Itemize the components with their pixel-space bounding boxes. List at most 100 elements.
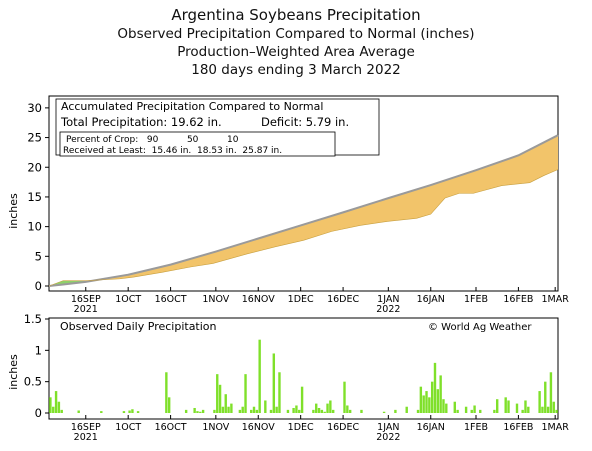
top-y-tick-label: 30 (27, 101, 42, 115)
top-year-label: 2022 (376, 304, 400, 315)
precip-bar (546, 406, 550, 413)
top-x-tick-label: 16OCT (155, 294, 187, 305)
credit-label: © World Ag Weather (428, 322, 532, 333)
precip-bar (238, 409, 242, 413)
precip-bar (128, 410, 131, 413)
precip-bar (552, 401, 555, 413)
bottom-x-tick-label: 1DEC (288, 422, 314, 433)
precip-bar (269, 409, 273, 413)
precip-bar (348, 409, 352, 413)
precip-bar (213, 409, 216, 413)
precip-bar (515, 403, 519, 413)
precip-bar (52, 406, 55, 413)
precip-bar (272, 353, 276, 413)
top-x-tick-label: 1OCT (115, 294, 141, 305)
top-x-tick-label: 16DEC (327, 294, 359, 305)
precip-bar (405, 406, 408, 413)
precip-bar (224, 394, 227, 413)
precip-bar (456, 409, 459, 413)
precip-bar (329, 400, 332, 413)
precip-bar (60, 409, 63, 413)
precip-bar (100, 411, 103, 413)
precip-bar (312, 409, 315, 413)
precip-bar (343, 381, 346, 413)
precip-bar (298, 409, 301, 413)
precip-bar (227, 406, 230, 413)
bottom-x-tick-label: 1MAR (542, 422, 570, 433)
bottom-year-label: 2021 (74, 432, 98, 443)
precip-bar (218, 384, 222, 413)
precip-bar (346, 405, 349, 413)
precip-bar (331, 409, 335, 413)
total-precipitation-label: Total Precipitation: 19.62 in. (60, 115, 222, 129)
precip-bar (199, 411, 202, 413)
precip-bar (527, 406, 530, 413)
precip-bar (442, 399, 445, 413)
precip-bar (524, 400, 527, 413)
top-x-tick-label: 1JAN (377, 294, 399, 305)
bottom-y-tick-label: 0.5 (24, 375, 42, 389)
top-plot-frame (48, 95, 559, 292)
deficit-label: Deficit: 5.79 in. (261, 115, 349, 129)
precip-bar (416, 409, 420, 413)
bottom-bars-layer (49, 339, 558, 413)
precip-bar (292, 407, 295, 413)
precip-bar (507, 400, 510, 413)
precip-bar (422, 395, 425, 413)
precip-bar (504, 397, 507, 413)
chart-title: Argentina Soybeans Precipitation (171, 6, 421, 24)
top-y-tick-label: 10 (27, 220, 42, 234)
precip-bar (193, 407, 196, 413)
precip-bar (428, 397, 431, 413)
precip-bar (315, 403, 318, 413)
precip-bar (258, 339, 261, 413)
precip-bar (521, 409, 524, 413)
top-box-title: Accumulated Precipitation Compared to No… (61, 100, 323, 113)
precip-bar (122, 411, 126, 413)
bottom-x-tick-label: 1OCT (115, 422, 141, 433)
bottom-x-tick-label: 1FEB (464, 422, 488, 433)
precip-bar (286, 409, 290, 413)
precip-bar (549, 372, 553, 413)
precip-bar (184, 409, 188, 413)
top-x-tick-label: 1DEC (288, 294, 314, 305)
crop-percent-row: Percent of Crop: 90 50 10 (66, 135, 239, 145)
top-x-tick-label: 16SEP (71, 294, 101, 305)
precip-bar (496, 399, 499, 413)
top-x-tick-label: 1NOV (202, 294, 229, 305)
chart-subtitle: Observed Precipitation Compared to Norma… (117, 26, 475, 42)
bottom-year-label: 2022 (376, 432, 400, 443)
precip-bar (470, 409, 473, 413)
top-x-tick-label: 1FEB (464, 294, 488, 305)
precip-bar (167, 397, 171, 413)
precip-bar (221, 406, 225, 413)
precip-bar (323, 411, 326, 413)
axes-layer: 0 5 10 15 20 25 30 0 0.5 1 1.5 16SEP 16SEP 1OCT 1OCT 16… (24, 101, 570, 443)
precip-bar (244, 374, 247, 413)
precip-bar (241, 406, 244, 413)
precip-bar (433, 362, 437, 413)
top-area-layer (49, 135, 558, 286)
precip-bar (249, 409, 253, 413)
precip-bar (317, 407, 321, 413)
precip-bar (201, 409, 205, 413)
precip-bar (430, 381, 434, 413)
surplus-area (49, 135, 558, 286)
observed-line (48, 169, 559, 287)
bottom-x-tick-label: 16FEB (503, 422, 533, 433)
precip-bar (473, 405, 476, 413)
top-x-tick-label: 1MAR (542, 294, 570, 305)
precip-bar (453, 401, 456, 413)
crop-table-box (59, 131, 336, 157)
chart-titles: Argentina Soybeans Precipitation Observe… (0, 6, 592, 79)
precip-bar (425, 391, 428, 413)
top-x-tick-label: 16FEB (503, 294, 533, 305)
precip-bar (541, 406, 544, 413)
precip-bar (493, 409, 496, 413)
precip-bar (196, 411, 199, 413)
bottom-x-tick-label: 16JAN (417, 422, 445, 433)
bottom-x-tick-label: 16SEP (71, 422, 101, 433)
bottom-x-tick-label: 16OCT (155, 422, 187, 433)
top-x-tick-label: 16JAN (417, 294, 445, 305)
precip-bar (278, 372, 281, 413)
